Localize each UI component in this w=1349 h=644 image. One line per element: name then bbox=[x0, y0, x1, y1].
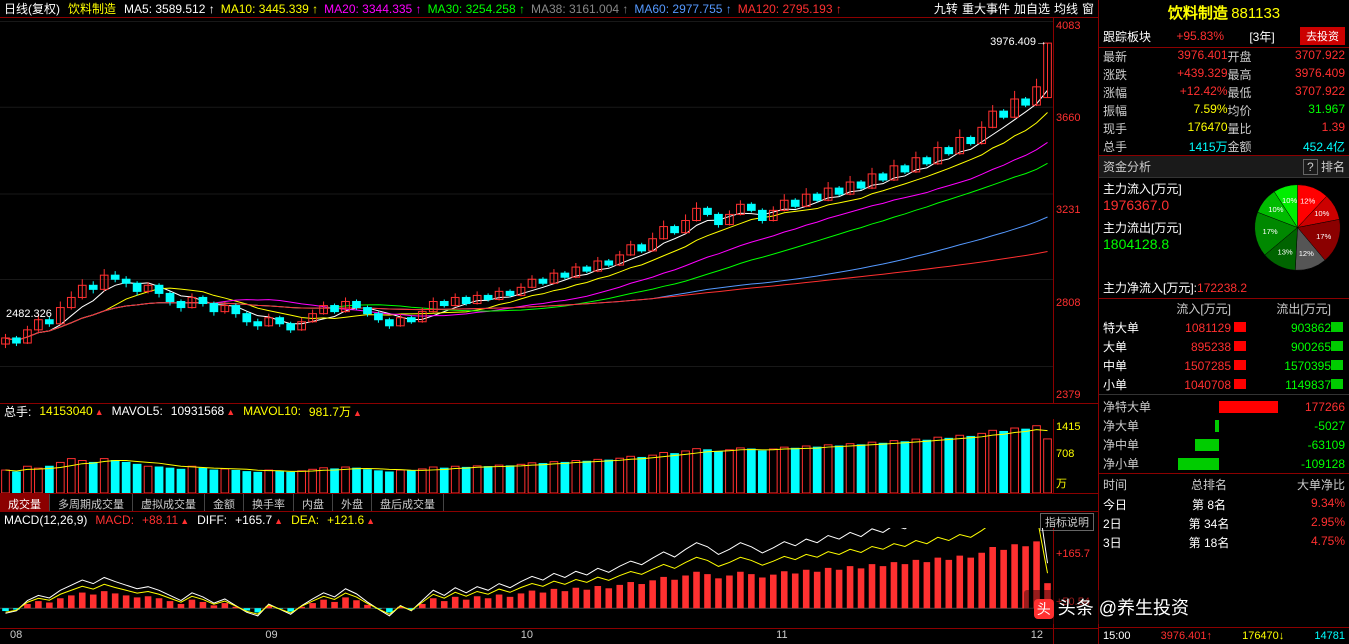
kline-chart[interactable]: 2482.326 3976.409→ bbox=[0, 18, 1053, 403]
tab-2[interactable]: 虚拟成交量 bbox=[133, 494, 205, 511]
fund-flow: 主力流入[万元] 1976367.0 主力流出[万元] 1804128.8 12… bbox=[1099, 178, 1349, 277]
toutiao-icon: 头 bbox=[1034, 599, 1054, 619]
flow-row: 特大单1081129903862 bbox=[1103, 318, 1345, 337]
tab-6[interactable]: 外盘 bbox=[333, 494, 372, 511]
ma-value: MA60: 2977.755 ↑ bbox=[634, 2, 731, 16]
flow-table: 流入[万元]流出[万元] 特大单1081129903862大单895238900… bbox=[1099, 299, 1349, 394]
last-price-label: 3976.409→ bbox=[990, 36, 1047, 48]
tab-4[interactable]: 换手率 bbox=[244, 494, 294, 511]
toolbar-button[interactable]: 加自选 bbox=[1014, 0, 1050, 17]
flow-row: 小单10407081149837 bbox=[1103, 375, 1345, 394]
x-axis: 0809101112 bbox=[0, 628, 1098, 644]
toolbar-button[interactable]: 均线 bbox=[1054, 0, 1078, 17]
ma-value: MA10: 3445.339 ↑ bbox=[221, 2, 318, 16]
tab-1[interactable]: 多周期成交量 bbox=[50, 494, 133, 511]
toolbar-button[interactable]: 重大事件 bbox=[962, 0, 1010, 17]
chart-mode: 日线(复权) bbox=[4, 0, 60, 17]
tab-0[interactable]: 成交量 bbox=[0, 494, 50, 511]
svg-text:17%: 17% bbox=[1316, 232, 1331, 241]
ma-header: 日线(复权) 饮料制造 MA5: 3589.512 ↑ MA10: 3445.33… bbox=[0, 0, 1098, 18]
svg-text:10%: 10% bbox=[1268, 205, 1283, 214]
help-icon[interactable]: ? bbox=[1303, 159, 1318, 175]
rank-row: 2日第 34名2.95% bbox=[1103, 514, 1345, 533]
tab-7[interactable]: 盘后成交量 bbox=[372, 494, 444, 511]
ma-value: MA30: 3254.258 ↑ bbox=[428, 2, 525, 16]
start-price-label: 2482.326 bbox=[6, 308, 52, 320]
stock-name: 饮料制造 bbox=[68, 0, 116, 17]
ma-value: MA120: 2795.193 ↑ bbox=[738, 2, 842, 16]
svg-text:10%: 10% bbox=[1314, 209, 1329, 218]
rank-row: 今日第 8名9.34% bbox=[1103, 495, 1345, 514]
net-flow-bars: 净特大单177266净大单-5027净中单-63109净小单-109128 bbox=[1099, 394, 1349, 473]
kline-yaxis: 40833660323128082379 bbox=[1053, 18, 1098, 403]
flow-row: 大单895238900265 bbox=[1103, 337, 1345, 356]
watermark: 头头条 @养生投资 bbox=[1024, 590, 1199, 624]
track-row: 跟踪板块 +95.83% [3年] 去投资 bbox=[1099, 25, 1349, 48]
svg-text:12%: 12% bbox=[1300, 197, 1315, 206]
volume-yaxis: 1415708万 bbox=[1053, 419, 1098, 493]
tab-5[interactable]: 内盘 bbox=[294, 494, 333, 511]
toolbar-button[interactable]: 窗 bbox=[1082, 0, 1094, 17]
chart-area: 日线(复权) 饮料制造 MA5: 3589.512 ↑ MA10: 3445.33… bbox=[0, 0, 1099, 644]
side-title: 饮料制造 881133 bbox=[1099, 0, 1349, 25]
fund-pie-chart: 12%10%17%12%13%17%10%10% bbox=[1250, 180, 1345, 275]
net-row: 净中单-63109 bbox=[1099, 435, 1349, 454]
volume-chart[interactable] bbox=[0, 419, 1053, 493]
flow-row: 中单15072851570395 bbox=[1103, 356, 1345, 375]
tab-3[interactable]: 金额 bbox=[205, 494, 244, 511]
fund-header: 资金分析 ? 排名 bbox=[1099, 156, 1349, 178]
ma-value: MA5: 3589.512 ↑ bbox=[124, 2, 215, 16]
toolbar-button[interactable]: 九转 bbox=[934, 0, 958, 17]
svg-text:10%: 10% bbox=[1282, 196, 1297, 205]
volume-header: 总手: 14153040 MAVOL5: 10931568 MAVOL10: 9… bbox=[0, 403, 1098, 419]
ma-value: MA20: 3344.335 ↑ bbox=[324, 2, 421, 16]
rank-row: 3日第 18名4.75% bbox=[1103, 533, 1345, 552]
svg-text:17%: 17% bbox=[1262, 227, 1277, 236]
invest-button[interactable]: 去投资 bbox=[1300, 27, 1345, 45]
ma-value: MA38: 3161.004 ↑ bbox=[531, 2, 628, 16]
macd-header: MACD(12,26,9) MACD: +88.11 DIFF: +165.7 … bbox=[0, 512, 1098, 528]
svg-text:12%: 12% bbox=[1299, 249, 1314, 258]
indicator-tabs: 成交量多周期成交量虚拟成交量金额换手率内盘外盘盘后成交量 bbox=[0, 494, 1098, 512]
side-bottom-ticker: 15:00 3976.401↑ 176470↓ 14781 bbox=[1099, 627, 1349, 644]
macd-chart[interactable] bbox=[0, 528, 1053, 628]
rank-table: 时间 总排名 大单净比 今日第 8名9.34%2日第 34名2.95%3日第 1… bbox=[1099, 473, 1349, 552]
side-panel: 饮料制造 881133 跟踪板块 +95.83% [3年] 去投资 最新3976… bbox=[1099, 0, 1349, 644]
net-row: 净特大单177266 bbox=[1099, 397, 1349, 416]
svg-text:13%: 13% bbox=[1277, 247, 1292, 256]
quote-grid: 最新3976.401开盘3707.922涨跌+439.329最高3976.409… bbox=[1099, 48, 1349, 156]
net-row: 净小单-109128 bbox=[1099, 454, 1349, 473]
net-row: 净大单-5027 bbox=[1099, 416, 1349, 435]
